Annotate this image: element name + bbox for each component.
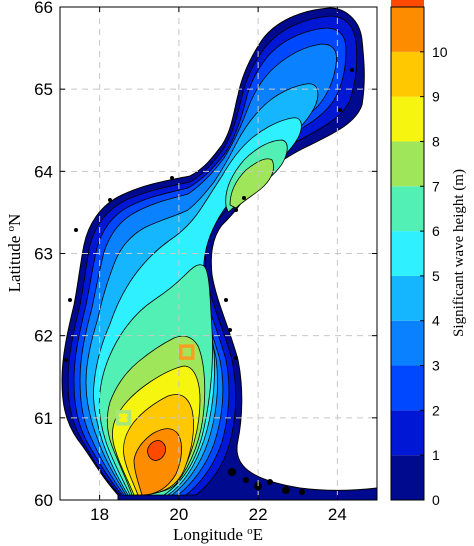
colorbar-tick-label: 5 bbox=[432, 268, 440, 284]
colorbar-segment bbox=[391, 275, 424, 321]
colorbar-ticks: 0 1 2 3 4 5 6 7 8 9 10 bbox=[420, 44, 448, 508]
location-marker bbox=[179, 344, 195, 360]
colorbar-tick-label: 6 bbox=[432, 223, 440, 239]
x-tick-label: 22 bbox=[249, 505, 268, 524]
x-tick-label: 18 bbox=[90, 505, 109, 524]
colorbar-segment bbox=[391, 455, 424, 500]
colorbar-tick-label: 2 bbox=[432, 402, 440, 418]
y-tick-label: 64 bbox=[34, 162, 53, 181]
colorbar-segment bbox=[391, 231, 424, 276]
y-tick-label: 61 bbox=[34, 409, 53, 428]
colorbar-tick-label: 8 bbox=[432, 133, 440, 149]
colorbar-tick-label: 7 bbox=[432, 178, 440, 194]
colorbar-label: Significant wave height (m) bbox=[451, 169, 467, 337]
colorbar-segment bbox=[391, 0, 424, 7]
colorbar-segment bbox=[391, 7, 424, 52]
x-tick-label: 20 bbox=[169, 505, 188, 524]
colorbar-segment bbox=[391, 410, 424, 456]
wave-field bbox=[61, 7, 377, 500]
coastline-fringe bbox=[64, 68, 354, 495]
x-axis-ticks: 18 20 22 24 bbox=[90, 7, 347, 524]
colorbar bbox=[391, 0, 424, 500]
y-tick-label: 65 bbox=[34, 80, 53, 99]
colorbar-segment bbox=[391, 51, 424, 97]
colorbar-tick-label: 4 bbox=[432, 313, 440, 329]
markers bbox=[115, 344, 195, 426]
colorbar-segment bbox=[391, 365, 424, 411]
x-axis-label: Longitude oE bbox=[173, 525, 263, 544]
colorbar-frame bbox=[390, 6, 425, 501]
wave-band-11 bbox=[147, 440, 166, 461]
colorbar-segment bbox=[391, 186, 424, 232]
grid-lines bbox=[60, 6, 377, 501]
x-tick-label: 24 bbox=[328, 505, 347, 524]
colorbar-segment bbox=[391, 320, 424, 366]
y-tick-label: 62 bbox=[34, 327, 53, 346]
colorbar-tick-label: 9 bbox=[432, 89, 440, 105]
wave-band-10 bbox=[133, 428, 182, 496]
y-tick-label: 60 bbox=[34, 491, 53, 510]
colorbar-tick-label: 10 bbox=[432, 44, 448, 60]
location-marker bbox=[115, 410, 132, 426]
colorbar-segment bbox=[391, 141, 424, 187]
colorbar-segment bbox=[391, 96, 424, 142]
y-tick-label: 63 bbox=[34, 245, 53, 264]
colorbar-tick-label: 3 bbox=[432, 358, 440, 374]
colorbar-tick-label: 1 bbox=[432, 447, 440, 463]
y-axis-label: Latitude oN bbox=[5, 214, 24, 293]
y-axis-ticks: 60 61 62 63 64 65 66 bbox=[34, 0, 377, 510]
y-tick-label: 66 bbox=[34, 0, 53, 17]
colorbar-tick-label: 0 bbox=[432, 492, 440, 508]
